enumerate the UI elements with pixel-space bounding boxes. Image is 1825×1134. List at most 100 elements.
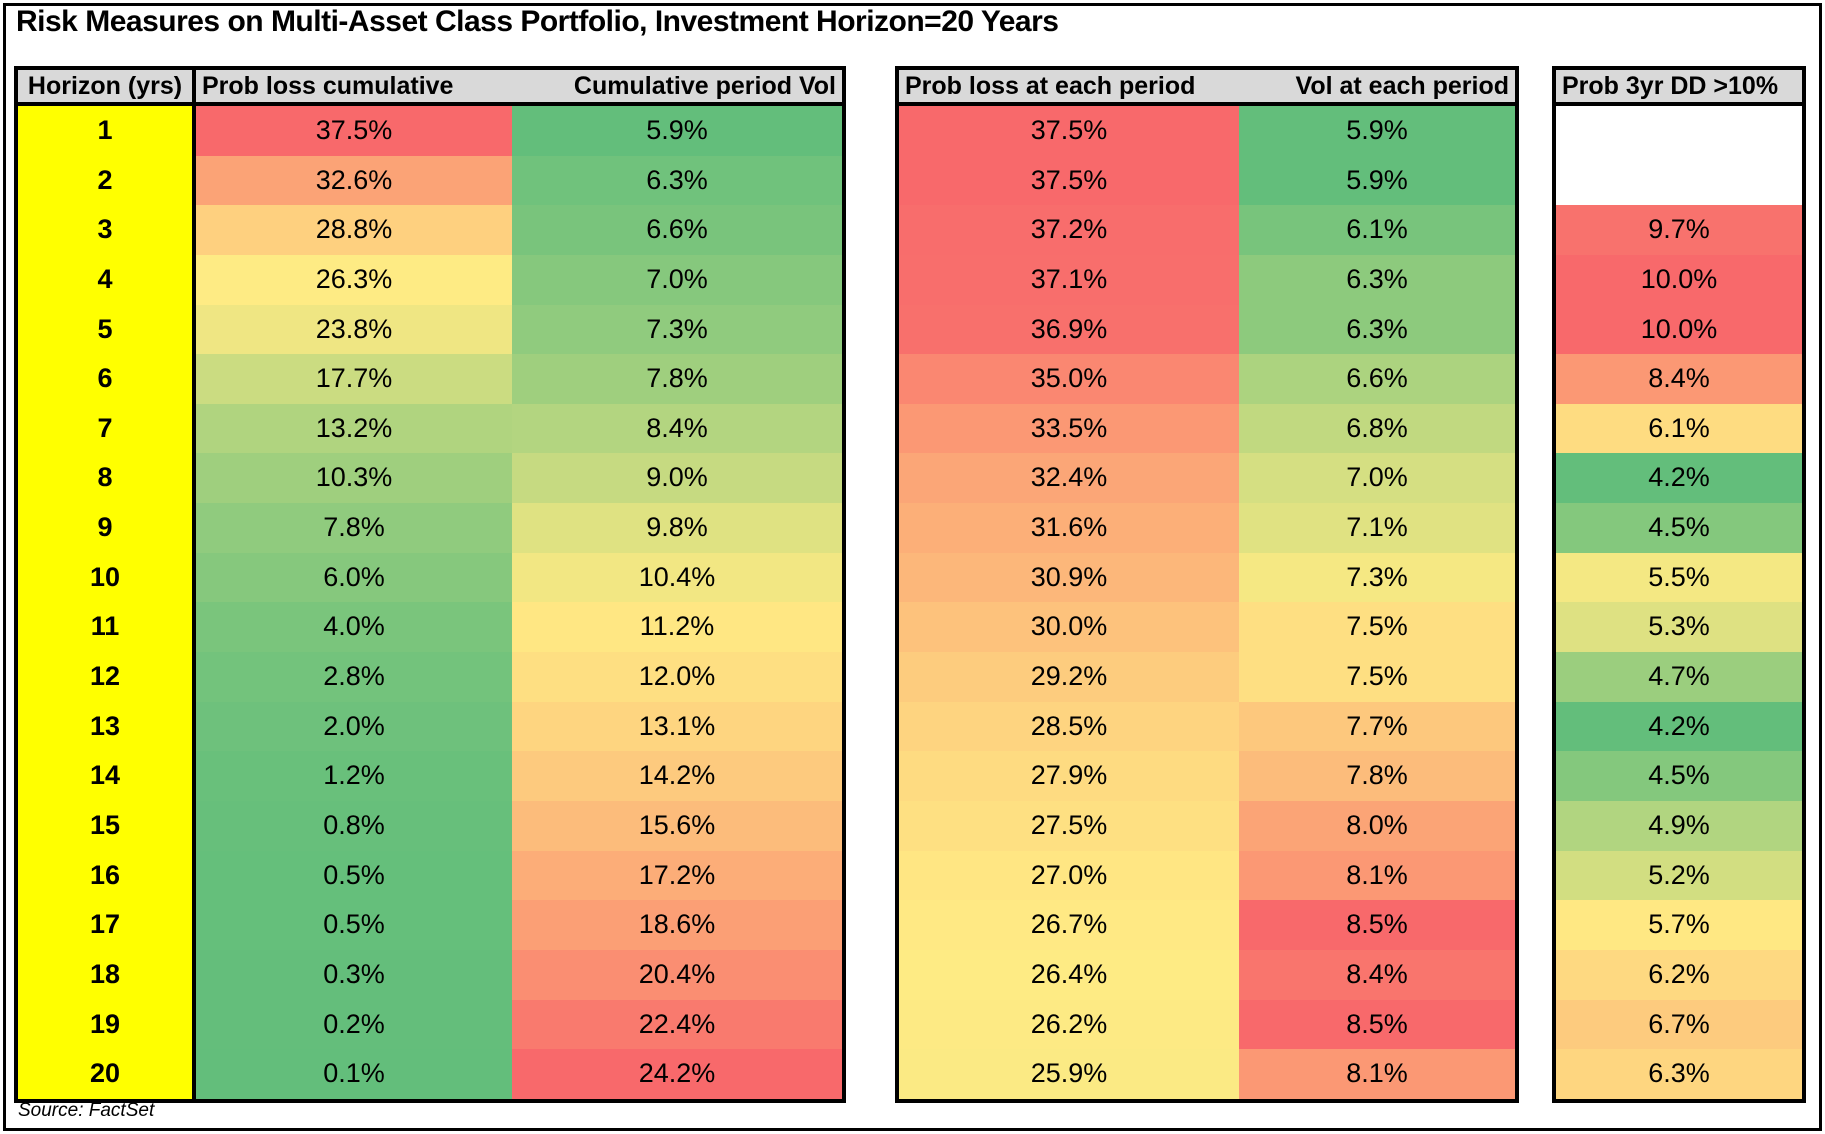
heatmap-cell-prob-3yr-dd: 6.3% bbox=[1556, 1049, 1802, 1099]
heatmap-cell-vol-each-period: 6.6% bbox=[1239, 354, 1515, 404]
heatmap-cell-cumulative-period-vol: 20.4% bbox=[512, 949, 842, 1000]
heatmap-cell-vol-each-period: 7.8% bbox=[1239, 751, 1515, 801]
heatmap-cell-prob-loss-each-period: 32.4% bbox=[899, 453, 1239, 504]
horizon-year-cell: 7 bbox=[18, 403, 196, 454]
heatmap-cell-prob-loss-each-period: 27.9% bbox=[899, 751, 1239, 801]
heatmap-cell-vol-each-period: 6.3% bbox=[1239, 254, 1515, 305]
heatmap-cell-prob-loss-cumulative: 32.6% bbox=[196, 155, 512, 206]
column-header-prob-loss-each-period: Prob loss at each period bbox=[899, 70, 1239, 106]
heatmap-cell-vol-each-period: 8.4% bbox=[1239, 949, 1515, 1000]
heatmap-cell-prob-3yr-dd: 6.7% bbox=[1556, 999, 1802, 1050]
heatmap-cell-prob-loss-cumulative: 37.5% bbox=[196, 106, 512, 156]
table-drawdown-probability: Prob 3yr DD >10% 9.7% 10.0% 10.0% 8.4% 6.1% 4… bbox=[1552, 66, 1806, 1103]
heatmap-cell-prob-3yr-dd: 4.2% bbox=[1556, 701, 1802, 752]
heatmap-cell-prob-loss-cumulative: 6.0% bbox=[196, 552, 512, 603]
heatmap-cell-cumulative-period-vol: 5.9% bbox=[512, 106, 842, 156]
heatmap-cell-cumulative-period-vol: 14.2% bbox=[512, 751, 842, 801]
column-header-vol-each-period: Vol at each period bbox=[1239, 70, 1515, 106]
heatmap-cell-prob-loss-cumulative: 4.0% bbox=[196, 602, 512, 653]
heatmap-cell-cumulative-period-vol: 7.0% bbox=[512, 254, 842, 305]
horizon-year-cell: 4 bbox=[18, 254, 196, 305]
heatmap-cell-prob-3yr-dd: 4.2% bbox=[1556, 453, 1802, 504]
heatmap-cell-prob-loss-cumulative: 7.8% bbox=[196, 503, 512, 553]
horizon-year-cell: 2 bbox=[18, 155, 196, 206]
heatmap-cell-prob-3yr-dd bbox=[1556, 155, 1802, 206]
heatmap-cell-vol-each-period: 7.7% bbox=[1239, 701, 1515, 752]
heatmap-cell-prob-loss-cumulative: 0.1% bbox=[196, 1049, 512, 1099]
horizon-year-cell: 9 bbox=[18, 503, 196, 553]
horizon-year-cell: 10 bbox=[18, 552, 196, 603]
heatmap-cell-prob-loss-cumulative: 28.8% bbox=[196, 205, 512, 255]
heatmap-cell-prob-loss-cumulative: 2.8% bbox=[196, 652, 512, 702]
horizon-year-cell: 14 bbox=[18, 751, 196, 801]
heatmap-cell-cumulative-period-vol: 9.0% bbox=[512, 453, 842, 504]
heatmap-cell-prob-loss-each-period: 26.4% bbox=[899, 949, 1239, 1000]
heatmap-cell-prob-loss-each-period: 25.9% bbox=[899, 1049, 1239, 1099]
horizon-year-cell: 6 bbox=[18, 354, 196, 404]
column-header-cumulative-period-vol: Cumulative period Vol bbox=[512, 70, 842, 106]
heatmap-cell-prob-3yr-dd: 4.9% bbox=[1556, 800, 1802, 851]
heatmap-cell-prob-loss-cumulative: 0.2% bbox=[196, 999, 512, 1050]
heatmap-cell-prob-3yr-dd bbox=[1556, 106, 1802, 156]
heatmap-cell-prob-loss-cumulative: 2.0% bbox=[196, 701, 512, 752]
heatmap-cell-prob-loss-cumulative: 0.8% bbox=[196, 800, 512, 851]
heatmap-cell-prob-loss-each-period: 37.2% bbox=[899, 205, 1239, 255]
heatmap-cell-vol-each-period: 7.1% bbox=[1239, 503, 1515, 553]
heatmap-cell-cumulative-period-vol: 11.2% bbox=[512, 602, 842, 653]
heatmap-cell-vol-each-period: 8.0% bbox=[1239, 800, 1515, 851]
horizon-year-cell: 19 bbox=[18, 999, 196, 1050]
heatmap-cell-cumulative-period-vol: 9.8% bbox=[512, 503, 842, 553]
heatmap-cell-prob-3yr-dd: 6.1% bbox=[1556, 403, 1802, 454]
heatmap-cell-prob-loss-each-period: 30.0% bbox=[899, 602, 1239, 653]
heatmap-cell-vol-each-period: 7.0% bbox=[1239, 453, 1515, 504]
heatmap-cell-vol-each-period: 8.1% bbox=[1239, 850, 1515, 901]
heatmap-cell-prob-3yr-dd: 8.4% bbox=[1556, 354, 1802, 404]
heatmap-cell-prob-loss-cumulative: 10.3% bbox=[196, 453, 512, 504]
heatmap-cell-prob-3yr-dd: 4.5% bbox=[1556, 503, 1802, 553]
table-period-measures: Prob loss at each period Vol at each per… bbox=[895, 66, 1519, 1103]
heatmap-cell-prob-loss-cumulative: 1.2% bbox=[196, 751, 512, 801]
heatmap-cell-prob-loss-each-period: 37.5% bbox=[899, 106, 1239, 156]
horizon-year-cell: 11 bbox=[18, 602, 196, 653]
heatmap-cell-prob-loss-cumulative: 23.8% bbox=[196, 304, 512, 355]
horizon-year-cell: 8 bbox=[18, 453, 196, 504]
heatmap-cell-vol-each-period: 8.5% bbox=[1239, 999, 1515, 1050]
heatmap-cell-cumulative-period-vol: 8.4% bbox=[512, 403, 842, 454]
heatmap-cell-vol-each-period: 5.9% bbox=[1239, 106, 1515, 156]
heatmap-cell-vol-each-period: 6.3% bbox=[1239, 304, 1515, 355]
heatmap-cell-prob-loss-each-period: 37.1% bbox=[899, 254, 1239, 305]
heatmap-cell-prob-loss-each-period: 26.2% bbox=[899, 999, 1239, 1050]
heatmap-cell-prob-3yr-dd: 10.0% bbox=[1556, 304, 1802, 355]
source-note: Source: FactSet bbox=[18, 1100, 155, 1121]
horizon-year-cell: 20 bbox=[18, 1049, 196, 1099]
heatmap-cell-cumulative-period-vol: 10.4% bbox=[512, 552, 842, 603]
heatmap-cell-cumulative-period-vol: 6.3% bbox=[512, 155, 842, 206]
heatmap-cell-prob-loss-cumulative: 26.3% bbox=[196, 254, 512, 305]
heatmap-cell-vol-each-period: 7.5% bbox=[1239, 602, 1515, 653]
horizon-year-cell: 5 bbox=[18, 304, 196, 355]
heatmap-cell-prob-3yr-dd: 10.0% bbox=[1556, 254, 1802, 305]
heatmap-cell-prob-3yr-dd: 4.5% bbox=[1556, 751, 1802, 801]
horizon-year-cell: 1 bbox=[18, 106, 196, 156]
heatmap-cell-cumulative-period-vol: 24.2% bbox=[512, 1049, 842, 1099]
heatmap-cell-prob-loss-each-period: 30.9% bbox=[899, 552, 1239, 603]
table-cumulative-measures: Horizon (yrs) Prob loss cumulative Cumul… bbox=[14, 66, 846, 1103]
horizon-year-cell: 3 bbox=[18, 205, 196, 255]
heatmap-cell-cumulative-period-vol: 7.8% bbox=[512, 354, 842, 404]
heatmap-cell-prob-loss-each-period: 26.7% bbox=[899, 900, 1239, 950]
heatmap-cell-vol-each-period: 7.5% bbox=[1239, 652, 1515, 702]
heatmap-cell-prob-loss-each-period: 33.5% bbox=[899, 403, 1239, 454]
heatmap-cell-prob-loss-each-period: 31.6% bbox=[899, 503, 1239, 553]
heatmap-cell-cumulative-period-vol: 6.6% bbox=[512, 205, 842, 255]
heatmap-cell-vol-each-period: 8.5% bbox=[1239, 900, 1515, 950]
heatmap-cell-prob-loss-cumulative: 13.2% bbox=[196, 403, 512, 454]
heatmap-cell-prob-loss-each-period: 29.2% bbox=[899, 652, 1239, 702]
horizon-year-cell: 13 bbox=[18, 701, 196, 752]
horizon-year-cell: 17 bbox=[18, 900, 196, 950]
heatmap-cell-prob-3yr-dd: 5.2% bbox=[1556, 850, 1802, 901]
horizon-year-cell: 16 bbox=[18, 850, 196, 901]
heatmap-cell-prob-loss-each-period: 28.5% bbox=[899, 701, 1239, 752]
heatmap-cell-prob-loss-each-period: 27.5% bbox=[899, 800, 1239, 851]
horizon-year-cell: 18 bbox=[18, 949, 196, 1000]
horizon-year-cell: 15 bbox=[18, 800, 196, 851]
